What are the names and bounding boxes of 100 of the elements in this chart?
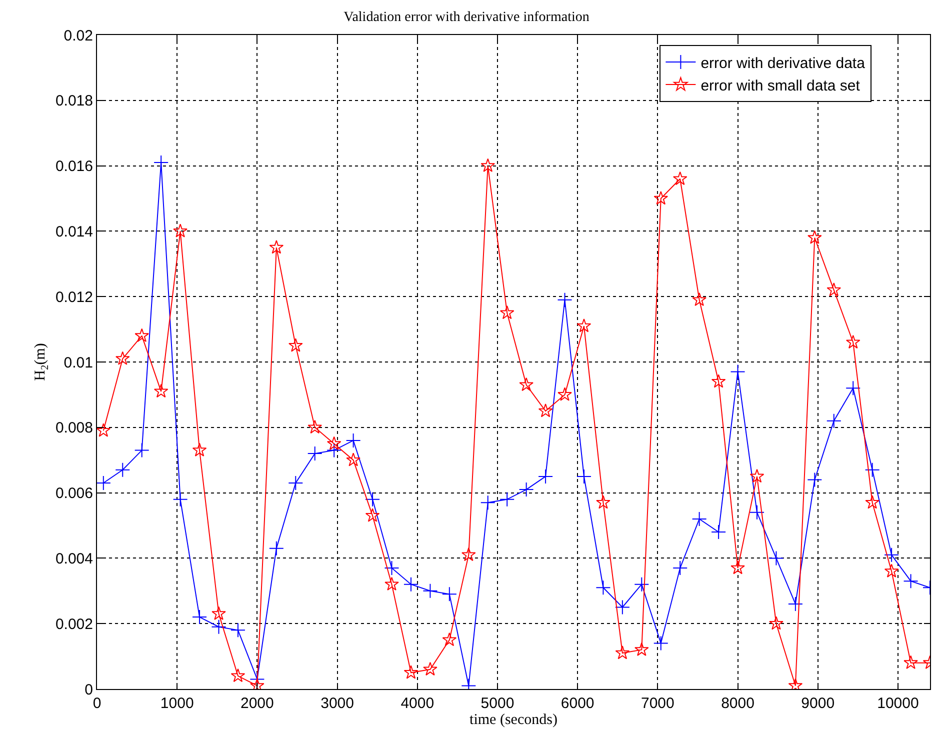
point [307,446,322,462]
point [865,495,880,509]
y-tick-label: 0.016 [55,158,93,176]
point [768,550,784,566]
point [500,305,514,320]
point [173,224,188,238]
x-tick-label: 3000 [320,695,354,712]
point [422,583,438,598]
point [346,452,360,466]
point [212,606,226,620]
point [672,560,688,576]
x-tick-label: 7000 [640,695,674,712]
point [192,442,207,456]
chart-title: Validation error with derivative information [344,10,590,25]
point [654,191,668,205]
point [884,564,899,578]
point [288,338,303,352]
point [346,432,361,448]
point [97,423,111,437]
x-tick-label: 9000 [801,695,835,712]
point [461,547,476,562]
point [711,374,726,388]
point [884,547,900,562]
y-tick-label: 0.014 [55,223,93,240]
y-tick-label: 0.002 [55,616,93,633]
point [403,576,418,592]
point [384,576,399,591]
legend-label: error with derivative data [700,54,866,72]
point [134,442,150,458]
point [749,504,764,520]
point [97,475,111,490]
y-tick-label: 0 [84,681,93,698]
point [672,171,688,186]
point [596,495,610,509]
x-tick-label: 4000 [400,695,434,712]
point [826,413,842,428]
point [846,334,860,349]
point [230,622,246,638]
point [365,508,380,522]
x-tick-label: 2000 [240,695,274,712]
point [634,576,650,592]
point [634,642,649,656]
x-axis-title: time (seconds) [470,712,558,728]
point [864,462,880,478]
point [500,492,515,507]
point [846,380,861,396]
point [788,596,803,612]
point [653,636,668,651]
point [614,600,630,615]
point [576,318,592,332]
x-tick-label: 8000 [721,695,754,712]
point [365,492,380,507]
point [326,436,342,450]
point [519,377,534,392]
point [288,475,304,490]
point [230,668,246,682]
x-tick-label: 10000 [877,695,919,712]
point [557,292,572,308]
point [558,387,572,401]
point [442,586,457,602]
point [404,665,418,679]
point [269,240,284,254]
point [423,662,438,676]
y-tick-label: 0.01 [64,354,93,372]
point [615,646,630,660]
point [308,420,322,434]
point [711,524,726,540]
point [903,574,918,589]
point [750,468,764,483]
point [730,364,746,380]
point [692,292,706,306]
point [268,540,284,556]
point [769,616,784,630]
x-tick-label: 6000 [560,695,594,712]
x-tick-label: 5000 [480,695,514,712]
point [808,230,822,244]
x-tick-label: 1000 [160,695,194,712]
point [172,492,188,507]
point [211,619,226,634]
point [730,560,745,574]
legend-label: error with small data set [700,77,861,94]
point [538,468,554,484]
point [115,351,130,365]
y-tick-label: 0.008 [55,420,93,437]
point [596,580,611,596]
y-tick-label: 0.012 [55,288,93,306]
point [442,632,457,646]
point [826,282,842,296]
point [154,384,168,398]
point [518,482,534,498]
point [192,610,208,625]
y-tick-label: 0.004 [55,550,93,568]
point [480,158,496,172]
y-tick-label: 0.006 [55,485,93,502]
point [384,560,400,576]
point [115,462,130,478]
point [576,468,592,484]
point [807,472,822,488]
point [692,511,707,526]
point [154,155,169,170]
